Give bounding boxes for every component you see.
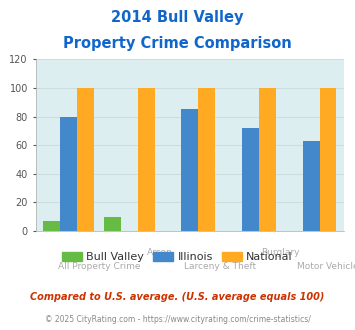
- Bar: [181, 110, 198, 231]
- Legend: Bull Valley, Illinois, National: Bull Valley, Illinois, National: [58, 248, 297, 267]
- Bar: [138, 88, 155, 231]
- Text: Arson: Arson: [147, 248, 173, 257]
- Bar: [104, 217, 121, 231]
- Bar: [43, 221, 60, 231]
- Text: Burglary: Burglary: [262, 248, 300, 257]
- Text: © 2025 CityRating.com - https://www.cityrating.com/crime-statistics/: © 2025 CityRating.com - https://www.city…: [45, 315, 310, 324]
- Bar: [60, 116, 77, 231]
- Bar: [259, 88, 276, 231]
- Text: Motor Vehicle Theft: Motor Vehicle Theft: [297, 262, 355, 271]
- Text: Larceny & Theft: Larceny & Theft: [184, 262, 256, 271]
- Bar: [302, 141, 320, 231]
- Text: Compared to U.S. average. (U.S. average equals 100): Compared to U.S. average. (U.S. average …: [30, 292, 325, 302]
- Text: Property Crime Comparison: Property Crime Comparison: [63, 36, 292, 51]
- Bar: [320, 88, 337, 231]
- Bar: [77, 88, 94, 231]
- Bar: [242, 128, 259, 231]
- Bar: [198, 88, 215, 231]
- Text: 2014 Bull Valley: 2014 Bull Valley: [111, 10, 244, 25]
- Text: All Property Crime: All Property Crime: [58, 262, 140, 271]
